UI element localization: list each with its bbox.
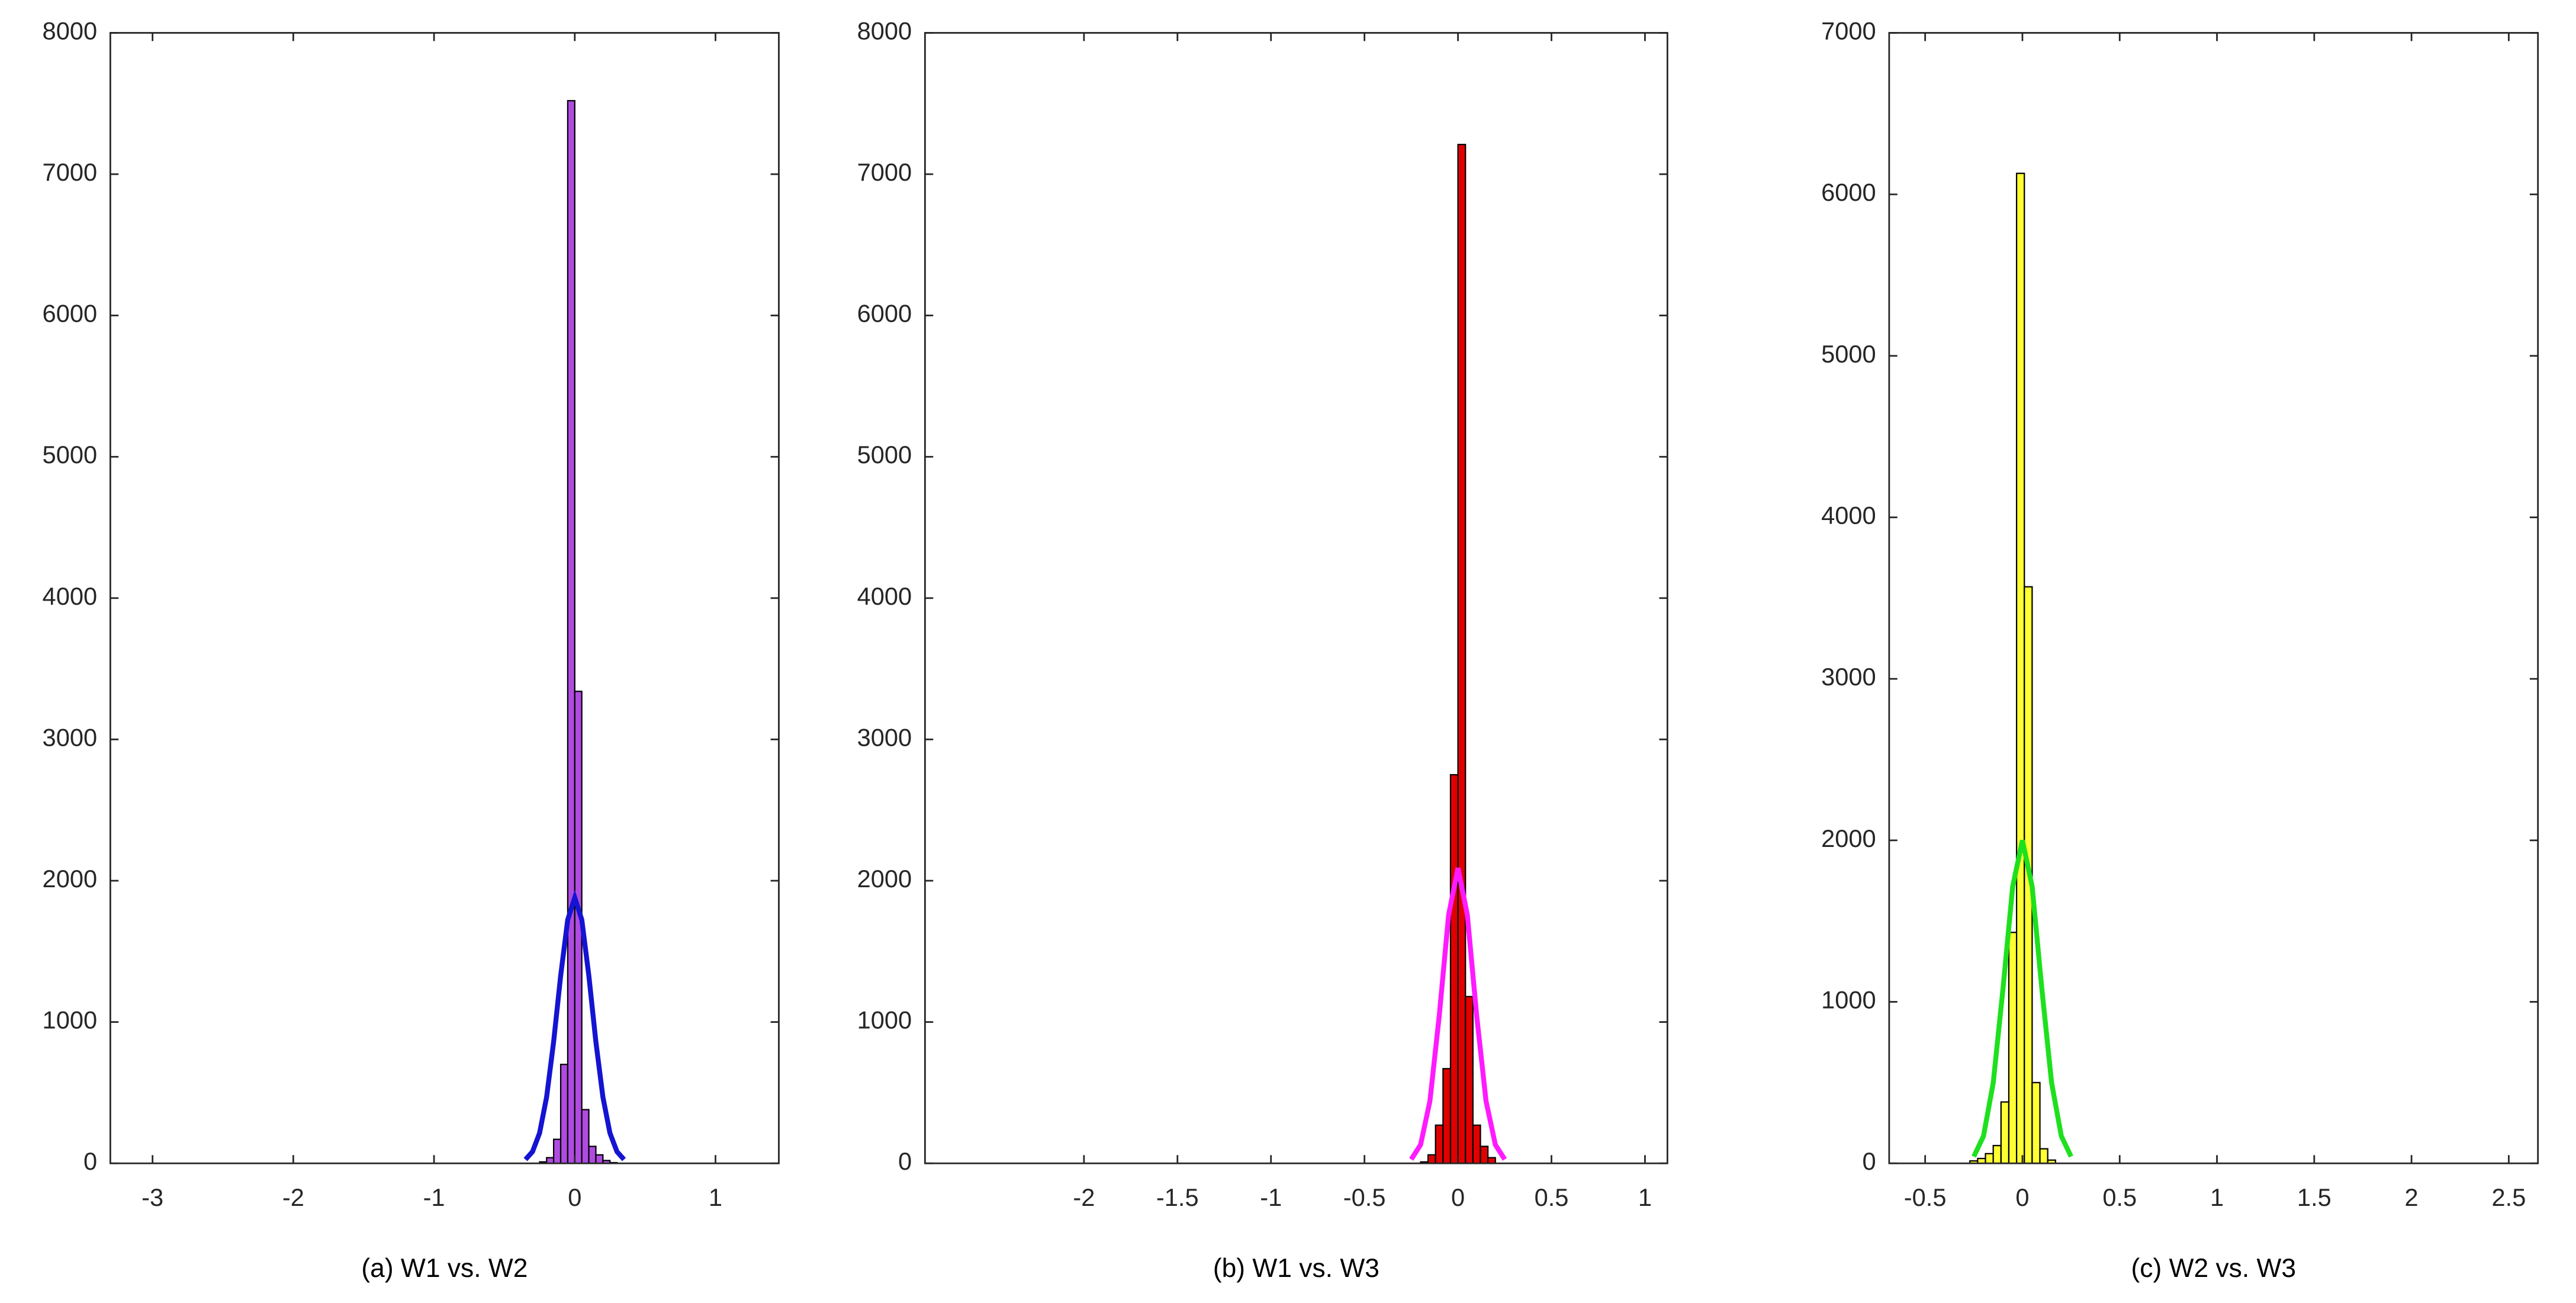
x-tick-label: -3	[141, 1183, 163, 1211]
histogram-bar	[1985, 1153, 1994, 1164]
x-tick-label: 1	[1638, 1183, 1652, 1211]
y-tick-label: 1000	[1821, 986, 1876, 1013]
x-tick-label: -0.5	[1343, 1183, 1386, 1211]
x-tick-label: 0	[1451, 1183, 1465, 1211]
y-tick-label: 6000	[857, 300, 912, 328]
x-tick-label: 0	[568, 1183, 581, 1211]
x-tick-label: 2	[2405, 1183, 2419, 1211]
histogram-bar	[1435, 1124, 1444, 1164]
x-tick-label: 0	[2015, 1183, 2029, 1211]
y-tick-label: 5000	[43, 441, 98, 468]
histogram-bar	[1457, 143, 1467, 1164]
histogram-bar	[2000, 1101, 2010, 1164]
y-tick-label: 3000	[1821, 663, 1876, 691]
y-tick-label: 0	[898, 1147, 912, 1175]
y-tick-label: 7000	[1821, 17, 1876, 44]
histogram-bar	[1487, 1157, 1496, 1164]
y-tick-label: 0	[1863, 1147, 1876, 1175]
x-tick-label: 1.5	[2297, 1183, 2331, 1211]
y-tick-label: 3000	[857, 723, 912, 751]
y-tick-label: 2000	[857, 865, 912, 893]
y-tick-label: 6000	[1821, 178, 1876, 206]
y-tick-label: 7000	[857, 158, 912, 186]
x-tick-label: -0.5	[1904, 1183, 1947, 1211]
y-tick-label: 1000	[857, 1006, 912, 1034]
axes-box	[1888, 32, 2539, 1164]
x-tick-label: 1	[2210, 1183, 2224, 1211]
x-tick-label: 0.5	[2102, 1183, 2137, 1211]
caption: (b) W1 vs. W3	[1213, 1254, 1379, 1283]
histogram-bar	[1442, 1068, 1452, 1164]
histogram-bar	[1480, 1145, 1489, 1164]
y-tick-label: 6000	[43, 300, 98, 328]
x-tick-label: 2.5	[2492, 1183, 2526, 1211]
axes-background	[925, 33, 1668, 1164]
histogram-bar	[1992, 1145, 2002, 1164]
x-tick-label: -1	[1260, 1183, 1282, 1211]
histogram-bar	[595, 1154, 604, 1164]
fit-curve	[1972, 839, 2073, 1158]
histogram-bar	[588, 1145, 597, 1164]
axes-box	[109, 32, 780, 1164]
histogram-bar	[546, 1157, 555, 1164]
x-tick-label: -1	[423, 1183, 445, 1211]
x-tick-label: -2	[1073, 1183, 1095, 1211]
histogram-bar	[1472, 1124, 1481, 1164]
caption: (a) W1 vs. W2	[361, 1254, 528, 1283]
y-tick-label: 8000	[43, 17, 98, 44]
y-tick-label: 3000	[43, 723, 98, 751]
y-tick-label: 1000	[43, 1006, 98, 1034]
histogram-bar	[2008, 932, 2018, 1164]
y-tick-label: 2000	[1821, 824, 1876, 852]
caption: (c) W2 vs. W3	[2131, 1254, 2297, 1283]
y-tick-label: 5000	[857, 441, 912, 468]
fit-curve	[523, 889, 626, 1161]
x-tick-label: 0.5	[1535, 1183, 1569, 1211]
fit-curve	[1409, 867, 1507, 1161]
y-tick-label: 4000	[1821, 501, 1876, 529]
x-tick-label: -2	[282, 1183, 304, 1211]
y-tick-label: 4000	[857, 582, 912, 610]
axes-background	[110, 33, 779, 1164]
x-tick-label: 1	[709, 1183, 722, 1211]
axes-box	[924, 32, 1668, 1164]
y-tick-label: 4000	[43, 582, 98, 610]
histogram-bar	[2015, 172, 2025, 1164]
x-tick-label: -1.5	[1156, 1183, 1199, 1211]
histogram-bar	[1449, 774, 1459, 1164]
histogram-bar	[1427, 1154, 1436, 1164]
histogram-bar	[559, 1064, 569, 1164]
y-tick-label: 8000	[857, 17, 912, 44]
y-tick-label: 2000	[43, 865, 98, 893]
y-tick-label: 7000	[43, 158, 98, 186]
histogram-bar	[581, 1109, 590, 1164]
axes-background	[1889, 33, 2538, 1164]
y-tick-label: 0	[83, 1147, 97, 1175]
histogram-bar	[2031, 1081, 2041, 1164]
y-tick-label: 5000	[1821, 340, 1876, 368]
histogram-bar	[567, 100, 575, 1164]
histogram-bar	[1465, 996, 1474, 1164]
histogram-bar	[2039, 1148, 2048, 1164]
histogram-bar	[553, 1138, 562, 1164]
